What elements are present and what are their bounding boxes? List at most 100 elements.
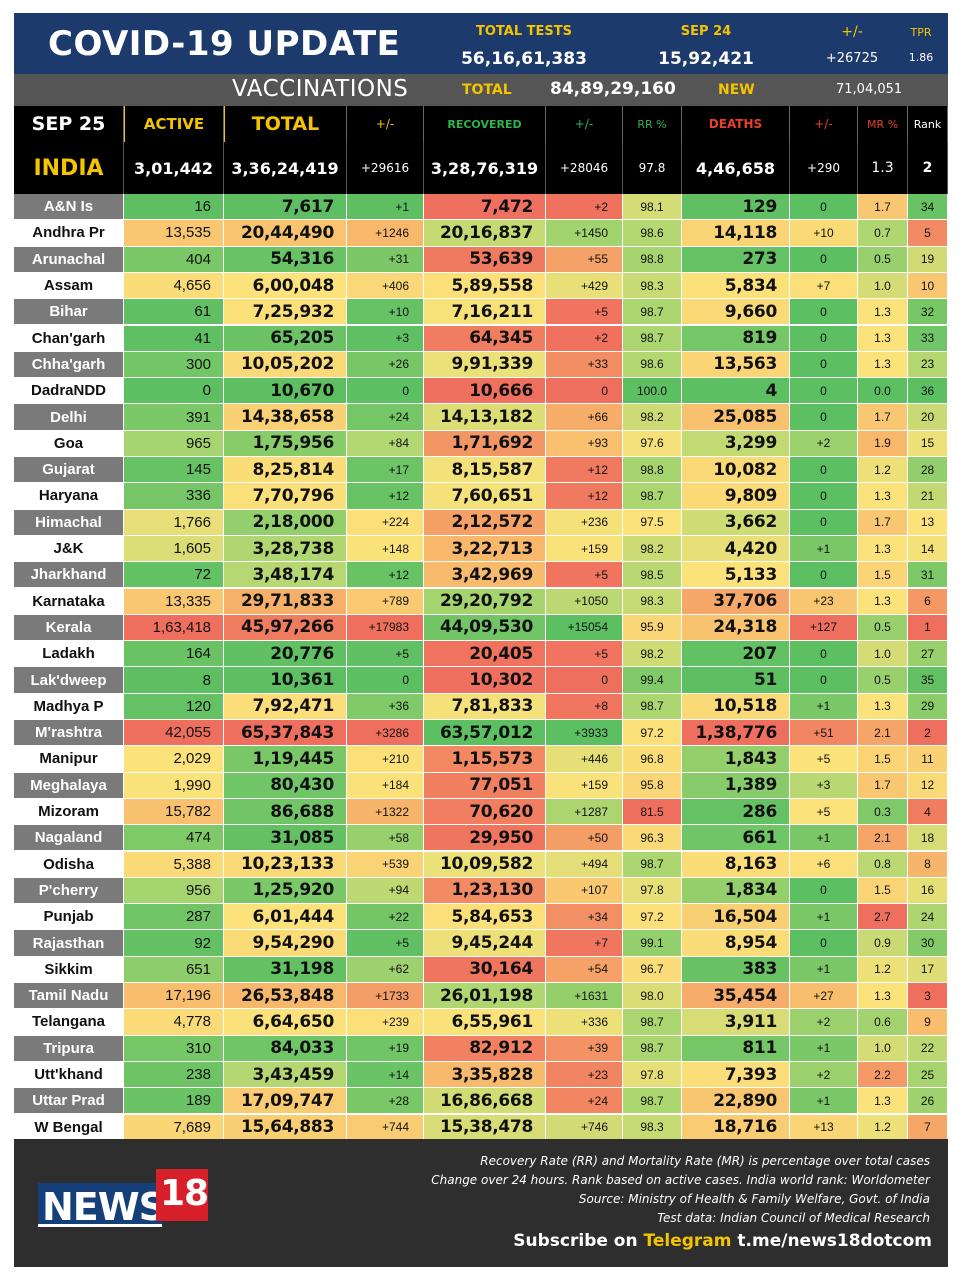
column-header-mr: MR % bbox=[858, 106, 908, 142]
footnote-test-data: Test data: Indian Council of Medical Res… bbox=[657, 1211, 930, 1225]
cell-deaths: 22,890 bbox=[682, 1088, 790, 1115]
cell-state: Delhi bbox=[14, 404, 124, 431]
india-deaths-change: +290 bbox=[790, 142, 858, 194]
cell-recovered-change: +8 bbox=[546, 693, 623, 720]
cell-deaths: 3,662 bbox=[682, 509, 790, 536]
cell-recovered: 70,620 bbox=[424, 798, 546, 826]
column-header-rank: Rank bbox=[908, 106, 948, 142]
cell-total-change: +744 bbox=[347, 1114, 424, 1141]
cell-active: 92 bbox=[124, 930, 224, 957]
cell-rr: 98.3 bbox=[623, 1114, 682, 1141]
cell-total: 3,48,174 bbox=[224, 562, 347, 589]
cell-total-change: +31 bbox=[347, 246, 424, 273]
cell-rank: 26 bbox=[908, 1088, 948, 1115]
cell-mr: 1.0 bbox=[858, 1035, 908, 1062]
column-header-active: ACTIVE bbox=[124, 106, 224, 142]
table-row: Andhra Pr 13,535 20,44,490 +1246 20,16,837 +1… bbox=[14, 220, 948, 247]
cell-rr: 97.6 bbox=[623, 430, 682, 457]
cell-recovered: 82,912 bbox=[424, 1035, 546, 1062]
cell-deaths: 14,118 bbox=[682, 220, 790, 247]
cell-state: Telangana bbox=[14, 1009, 124, 1036]
cell-rank: 32 bbox=[908, 299, 948, 326]
cell-total-change: +62 bbox=[347, 956, 424, 983]
cell-deaths: 18,716 bbox=[682, 1114, 790, 1141]
table-row: Manipur 2,029 1,19,445 +210 1,15,573 +446 96.8… bbox=[14, 746, 948, 773]
cell-total-change: +36 bbox=[347, 693, 424, 720]
cell-active: 474 bbox=[124, 825, 224, 852]
cell-recovered-change: +5 bbox=[546, 299, 623, 326]
cell-deaths: 9,660 bbox=[682, 299, 790, 326]
cell-total: 84,033 bbox=[224, 1035, 347, 1062]
cell-total: 8,25,814 bbox=[224, 457, 347, 484]
cell-rank: 35 bbox=[908, 667, 948, 694]
cell-mr: 2.7 bbox=[858, 904, 908, 931]
cell-deaths: 3,299 bbox=[682, 430, 790, 457]
cell-mr: 1.3 bbox=[858, 351, 908, 379]
cell-active: 1,63,418 bbox=[124, 614, 224, 642]
cell-rr: 97.8 bbox=[623, 1061, 682, 1089]
table-row: Chha'garh 300 10,05,202 +26 9,91,339 +33 98.6 1… bbox=[14, 351, 948, 379]
cell-state: Tamil Nadu bbox=[14, 983, 124, 1010]
cell-rank: 18 bbox=[908, 825, 948, 852]
cell-total: 31,085 bbox=[224, 825, 347, 852]
table-row: Haryana 336 7,70,796 +12 7,60,651 +12 98.7 9,80… bbox=[14, 483, 948, 510]
cell-deaths-change: 0 bbox=[790, 299, 858, 326]
table-row: Madhya P 120 7,92,471 +36 7,81,833 +8 98.7 10,5… bbox=[14, 693, 948, 720]
cell-deaths: 16,504 bbox=[682, 904, 790, 931]
cell-total-change: +406 bbox=[347, 272, 424, 300]
cell-recovered-change: +3933 bbox=[546, 720, 623, 747]
cell-total-change: +5 bbox=[347, 641, 424, 668]
cell-rank: 34 bbox=[908, 194, 948, 221]
tpr-value: 1.86 bbox=[908, 51, 934, 64]
cell-deaths-change: +51 bbox=[790, 720, 858, 747]
cell-mr: 0.6 bbox=[858, 1009, 908, 1036]
cell-deaths-change: +5 bbox=[790, 798, 858, 826]
cell-state: Chha'garh bbox=[14, 351, 124, 379]
cell-recovered-change: +54 bbox=[546, 956, 623, 983]
column-header-rr: RR % bbox=[623, 106, 682, 142]
cell-recovered-change: +2 bbox=[546, 194, 623, 221]
cell-deaths-change: +2 bbox=[790, 1009, 858, 1036]
cell-mr: 1.5 bbox=[858, 877, 908, 905]
cell-recovered: 8,15,587 bbox=[424, 457, 546, 484]
date-tests-value: 15,92,421 bbox=[658, 49, 754, 69]
cell-active: 4,656 bbox=[124, 272, 224, 300]
cell-recovered-change: +446 bbox=[546, 746, 623, 773]
cell-active: 145 bbox=[124, 457, 224, 484]
cell-recovered: 10,09,582 bbox=[424, 851, 546, 878]
cell-total: 29,71,833 bbox=[224, 588, 347, 615]
cell-rank: 31 bbox=[908, 562, 948, 589]
cell-deaths: 4,420 bbox=[682, 535, 790, 563]
cell-deaths-change: +127 bbox=[790, 614, 858, 642]
cell-rank: 1 bbox=[908, 614, 948, 642]
cell-active: 189 bbox=[124, 1088, 224, 1115]
cell-recovered: 16,86,668 bbox=[424, 1088, 546, 1115]
table-row: Gujarat 145 8,25,814 +17 8,15,587 +12 98.8 10,0… bbox=[14, 457, 948, 484]
cell-active: 391 bbox=[124, 404, 224, 431]
cell-recovered: 9,91,339 bbox=[424, 351, 546, 379]
cell-mr: 1.3 bbox=[858, 693, 908, 720]
india-recovered: 3,28,76,319 bbox=[424, 142, 546, 194]
cell-deaths: 286 bbox=[682, 798, 790, 826]
cell-total-change: +1322 bbox=[347, 798, 424, 826]
cell-recovered: 30,164 bbox=[424, 956, 546, 983]
cell-state: Punjab bbox=[14, 904, 124, 931]
table-row: Rajasthan 92 9,54,290 +5 9,45,244 +7 99.1 8,954… bbox=[14, 930, 948, 957]
cell-deaths-change: +7 bbox=[790, 272, 858, 300]
cell-total-change: +3 bbox=[347, 325, 424, 352]
cell-active: 13,535 bbox=[124, 220, 224, 247]
cell-total: 86,688 bbox=[224, 798, 347, 826]
cell-rank: 4 bbox=[908, 798, 948, 826]
cell-rank: 8 bbox=[908, 851, 948, 878]
cell-mr: 1.5 bbox=[858, 746, 908, 773]
subscribe-link[interactable]: Subscribe on Telegram t.me/news18dotcom bbox=[513, 1231, 932, 1251]
cell-recovered-change: +107 bbox=[546, 877, 623, 905]
cell-rr: 98.2 bbox=[623, 641, 682, 668]
cell-rr: 98.5 bbox=[623, 562, 682, 589]
cell-deaths-change: 0 bbox=[790, 457, 858, 484]
cell-recovered-change: +34 bbox=[546, 904, 623, 931]
cell-total-change: +210 bbox=[347, 746, 424, 773]
cell-state: Utt'khand bbox=[14, 1061, 124, 1089]
cell-deaths-change: +2 bbox=[790, 1061, 858, 1089]
cell-rr: 98.7 bbox=[623, 1088, 682, 1115]
